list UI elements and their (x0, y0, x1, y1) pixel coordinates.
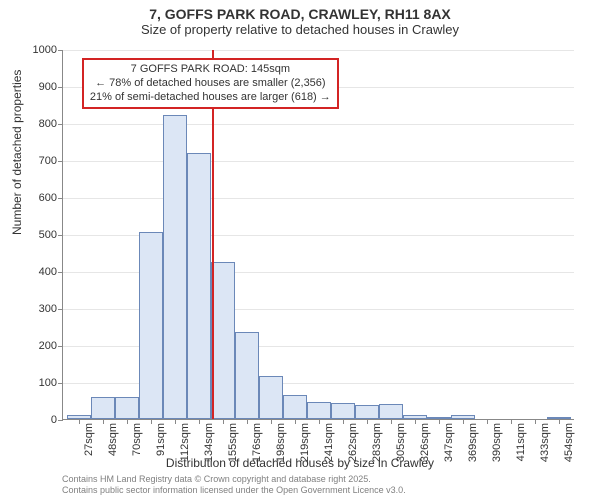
ytick-mark (58, 50, 63, 51)
ytick-label: 400 (39, 266, 57, 278)
annotation-line3: 21% of semi-detached houses are larger (… (90, 91, 331, 105)
xtick-mark (103, 419, 104, 424)
ytick-label: 0 (51, 414, 57, 426)
annotation-line2: ← 78% of detached houses are smaller (2,… (90, 77, 331, 91)
histogram-bar (211, 262, 235, 419)
ytick-label: 300 (39, 303, 57, 315)
ytick-label: 600 (39, 192, 57, 204)
credit-line1: Contains HM Land Registry data © Crown c… (62, 474, 406, 485)
xtick-mark (127, 419, 128, 424)
histogram-bar (139, 232, 163, 419)
ytick-mark (58, 235, 63, 236)
ytick-mark (58, 161, 63, 162)
ytick-mark (58, 346, 63, 347)
ytick-mark (58, 124, 63, 125)
ytick-label: 100 (39, 377, 57, 389)
xtick-mark (223, 419, 224, 424)
histogram-bar (259, 376, 283, 419)
xtick-label: 48sqm (107, 423, 119, 456)
xtick-mark (439, 419, 440, 424)
chart-container: 7, GOFFS PARK ROAD, CRAWLEY, RH11 8AX Si… (0, 0, 600, 500)
histogram-bar (187, 153, 211, 419)
title-line2: Size of property relative to detached ho… (0, 22, 600, 37)
annotation-line1: 7 GOFFS PARK ROAD: 145sqm (90, 63, 331, 77)
xtick-mark (319, 419, 320, 424)
xtick-mark (199, 419, 200, 424)
ytick-label: 900 (39, 81, 57, 93)
xtick-mark (415, 419, 416, 424)
xtick-mark (79, 419, 80, 424)
ytick-label: 200 (39, 340, 57, 352)
xtick-mark (535, 419, 536, 424)
ytick-mark (58, 87, 63, 88)
xtick-mark (559, 419, 560, 424)
x-axis-title: Distribution of detached houses by size … (0, 456, 600, 470)
credit-line2: Contains public sector information licen… (62, 485, 406, 496)
xtick-mark (295, 419, 296, 424)
xtick-label: 70sqm (131, 423, 143, 456)
ytick-label: 800 (39, 118, 57, 130)
gridline (63, 124, 574, 125)
ytick-label: 500 (39, 229, 57, 241)
gridline (63, 198, 574, 199)
ytick-mark (58, 309, 63, 310)
ytick-mark (58, 383, 63, 384)
xtick-mark (511, 419, 512, 424)
xtick-mark (247, 419, 248, 424)
y-axis-title: Number of detached properties (10, 70, 24, 235)
annotation-box: 7 GOFFS PARK ROAD: 145sqm← 78% of detach… (82, 58, 339, 109)
histogram-bar (115, 397, 139, 419)
xtick-mark (391, 419, 392, 424)
xtick-mark (367, 419, 368, 424)
gridline (63, 50, 574, 51)
ytick-label: 700 (39, 155, 57, 167)
xtick-mark (463, 419, 464, 424)
histogram-bar (379, 404, 403, 419)
xtick-mark (487, 419, 488, 424)
title-block: 7, GOFFS PARK ROAD, CRAWLEY, RH11 8AX Si… (0, 0, 600, 37)
plot-area: 0100200300400500600700800900100027sqm48s… (62, 50, 574, 420)
xtick-label: 27sqm (83, 423, 95, 456)
xtick-label: 91sqm (155, 423, 167, 456)
ytick-mark (58, 198, 63, 199)
histogram-bar (355, 405, 379, 419)
ytick-mark (58, 272, 63, 273)
histogram-bar (307, 402, 331, 419)
xtick-mark (271, 419, 272, 424)
histogram-bar (163, 115, 187, 419)
histogram-bar (91, 397, 115, 419)
title-line1: 7, GOFFS PARK ROAD, CRAWLEY, RH11 8AX (0, 6, 600, 22)
gridline (63, 161, 574, 162)
ytick-label: 1000 (33, 44, 57, 56)
credits: Contains HM Land Registry data © Crown c… (62, 474, 406, 496)
histogram-bar (283, 395, 307, 419)
xtick-mark (343, 419, 344, 424)
xtick-mark (175, 419, 176, 424)
histogram-bar (331, 403, 355, 419)
ytick-mark (58, 420, 63, 421)
histogram-bar (235, 332, 259, 419)
xtick-mark (151, 419, 152, 424)
